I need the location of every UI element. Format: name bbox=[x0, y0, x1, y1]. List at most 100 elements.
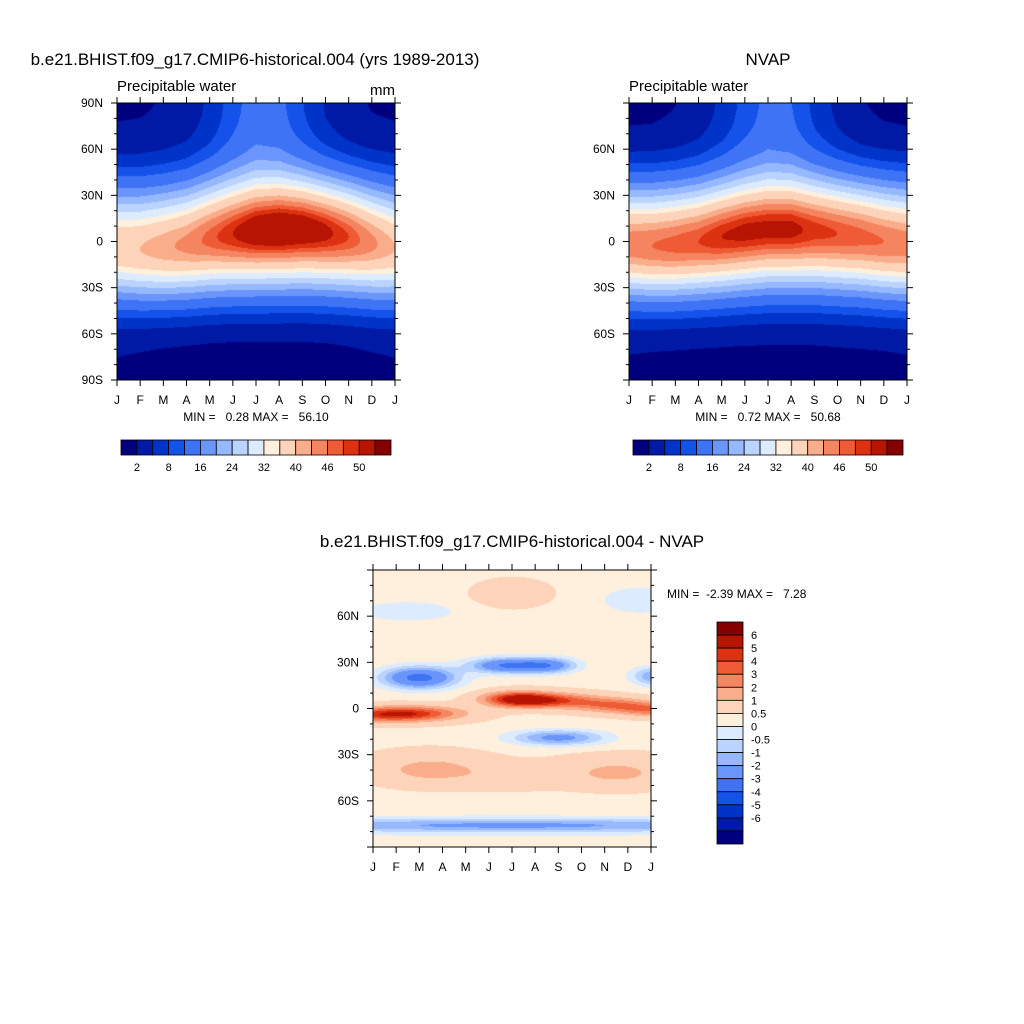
colorbar-swatch bbox=[716, 713, 744, 727]
x-tick-label: A bbox=[787, 393, 795, 407]
colorbar-swatch bbox=[231, 439, 249, 456]
colorbar-label: 16 bbox=[706, 462, 718, 474]
y-tick-label: 30N bbox=[337, 655, 359, 669]
x-tick-label: J bbox=[370, 860, 376, 874]
panel1-stats: MIN = 0.28 MAX = 56.10 bbox=[183, 410, 329, 424]
colorbar-swatch bbox=[120, 439, 138, 456]
y-tick-label: 30S bbox=[594, 281, 615, 295]
colorbar-swatch bbox=[716, 660, 744, 675]
colorbar-swatch bbox=[716, 804, 744, 819]
colorbar-label: -0.5 bbox=[751, 735, 770, 747]
y-tick-label: 30N bbox=[81, 188, 103, 202]
x-tick-label: F bbox=[392, 860, 399, 874]
panel3-stats: MIN = -2.39 MAX = 7.28 bbox=[667, 587, 807, 601]
colorbar-swatch bbox=[136, 439, 154, 456]
y-tick-label: 0 bbox=[608, 235, 615, 249]
colorbar-swatch bbox=[680, 439, 697, 456]
colorbar-swatch bbox=[716, 647, 744, 662]
colorbar-swatch bbox=[716, 778, 744, 793]
y-tick-label: 30N bbox=[593, 188, 615, 202]
x-tick-label: S bbox=[554, 860, 562, 874]
panel3-heatmap bbox=[373, 570, 651, 847]
colorbar-swatch bbox=[716, 673, 744, 688]
colorbar-label: 5 bbox=[751, 643, 757, 655]
colorbar-label: -6 bbox=[751, 813, 761, 825]
x-tick-label: J bbox=[742, 393, 748, 407]
x-tick-label: S bbox=[298, 393, 306, 407]
colorbar-label: 40 bbox=[290, 462, 302, 474]
colorbar-swatch bbox=[716, 634, 744, 649]
panel2-subtitle-left: Precipitable water bbox=[629, 78, 748, 95]
colorbar-label: 50 bbox=[353, 462, 365, 474]
x-tick-label: J bbox=[486, 860, 492, 874]
x-tick-label: J bbox=[904, 393, 910, 407]
colorbar-swatch bbox=[215, 439, 233, 456]
colorbar-swatch bbox=[247, 439, 265, 456]
colorbar-swatch bbox=[311, 439, 328, 456]
colorbar-swatch bbox=[168, 439, 185, 456]
x-tick-label: A bbox=[694, 393, 702, 407]
colorbar-swatch bbox=[696, 439, 713, 456]
colorbar-label: 2 bbox=[646, 462, 652, 474]
x-tick-label: S bbox=[810, 393, 818, 407]
x-tick-label: O bbox=[833, 393, 842, 407]
y-tick-label: 0 bbox=[96, 235, 103, 249]
x-tick-label: J bbox=[509, 860, 515, 874]
colorbar-swatch bbox=[279, 439, 297, 456]
colorbar-swatch bbox=[200, 439, 217, 456]
panel2-title: NVAP bbox=[745, 50, 790, 69]
colorbar-swatch bbox=[727, 439, 745, 456]
colorbar-swatch bbox=[152, 439, 170, 456]
colorbar-label: 24 bbox=[226, 462, 238, 474]
y-tick-label: 60N bbox=[81, 142, 103, 156]
colorbar-label: 3 bbox=[751, 669, 757, 681]
colorbar-label: -3 bbox=[751, 774, 761, 786]
x-tick-label: J bbox=[765, 393, 771, 407]
x-tick-label: J bbox=[114, 393, 120, 407]
colorbar-swatch bbox=[716, 817, 744, 832]
colorbar-swatch bbox=[263, 439, 281, 456]
colorbar-swatch bbox=[374, 439, 392, 456]
y-tick-label: 90N bbox=[81, 96, 103, 110]
x-tick-label: J bbox=[626, 393, 632, 407]
colorbar-swatch bbox=[716, 739, 744, 753]
colorbar-swatch bbox=[886, 439, 904, 456]
x-tick-label: N bbox=[600, 860, 609, 874]
x-tick-label: O bbox=[321, 393, 330, 407]
colorbar-swatch bbox=[791, 439, 809, 456]
colorbar-label: 4 bbox=[751, 656, 757, 668]
x-tick-label: M bbox=[717, 393, 727, 407]
x-tick-label: M bbox=[158, 393, 168, 407]
y-tick-label: 60S bbox=[594, 327, 615, 341]
colorbar-label: 2 bbox=[751, 682, 757, 694]
x-tick-label: J bbox=[648, 860, 654, 874]
colorbar-swatch bbox=[632, 439, 650, 456]
colorbar-swatch bbox=[759, 439, 777, 456]
colorbar-label: 0.5 bbox=[751, 708, 766, 720]
colorbar-swatch bbox=[716, 830, 744, 845]
panel1-heatmap bbox=[117, 103, 395, 380]
colorbar-swatch bbox=[839, 439, 856, 456]
colorbar-label: 8 bbox=[166, 462, 172, 474]
colorbar-swatch bbox=[664, 439, 682, 456]
y-tick-label: 60S bbox=[82, 327, 103, 341]
colorbar-label: 0 bbox=[751, 721, 757, 733]
y-tick-label: 30S bbox=[338, 748, 359, 762]
colorbar-label: 2 bbox=[134, 462, 140, 474]
colorbar-swatch bbox=[716, 726, 744, 740]
x-tick-label: D bbox=[367, 393, 376, 407]
y-tick-label: 90S bbox=[82, 373, 103, 387]
colorbar-swatch bbox=[716, 752, 744, 767]
x-tick-label: A bbox=[438, 860, 446, 874]
colorbar-label: 24 bbox=[738, 462, 750, 474]
colorbar-swatch bbox=[870, 439, 888, 456]
colorbar-label: 16 bbox=[194, 462, 206, 474]
x-tick-label: F bbox=[648, 393, 655, 407]
colorbar-label: -5 bbox=[751, 800, 761, 812]
colorbar-swatch bbox=[775, 439, 793, 456]
